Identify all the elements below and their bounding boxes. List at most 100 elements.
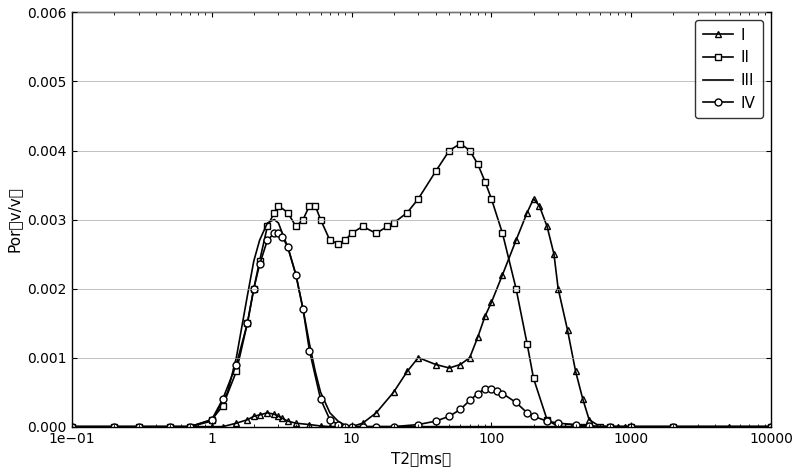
IV xyxy=(134,424,143,429)
II xyxy=(358,224,367,229)
IV xyxy=(334,422,343,428)
IV xyxy=(207,417,217,422)
III xyxy=(165,424,174,429)
II xyxy=(473,161,482,167)
IV xyxy=(316,396,326,402)
III xyxy=(310,368,320,374)
IV xyxy=(283,245,293,250)
III xyxy=(270,217,279,222)
IV xyxy=(242,320,252,326)
III xyxy=(305,341,314,347)
IV xyxy=(669,424,678,429)
Line: I: I xyxy=(68,195,774,430)
I xyxy=(67,424,77,429)
III xyxy=(274,220,283,226)
II xyxy=(766,424,776,429)
IV xyxy=(605,424,614,429)
IV xyxy=(371,424,381,429)
III xyxy=(334,418,343,424)
III xyxy=(186,424,195,429)
III xyxy=(278,230,287,236)
IV xyxy=(255,262,265,267)
III xyxy=(346,424,356,429)
III xyxy=(231,355,241,360)
Line: III: III xyxy=(72,219,771,427)
IV xyxy=(511,400,521,405)
III xyxy=(207,418,217,424)
III xyxy=(255,237,265,243)
III xyxy=(262,220,272,226)
Y-axis label: Por（v/v）: Por（v/v） xyxy=(7,187,22,253)
IV xyxy=(445,413,454,419)
Line: IV: IV xyxy=(68,230,774,430)
IV xyxy=(270,230,279,236)
III xyxy=(371,424,381,429)
IV xyxy=(455,406,465,412)
IV xyxy=(249,286,258,291)
IV xyxy=(218,396,227,402)
III xyxy=(134,424,143,429)
Line: II: II xyxy=(68,140,774,430)
IV xyxy=(340,424,350,429)
IV xyxy=(626,424,636,429)
III xyxy=(249,258,258,264)
III xyxy=(67,424,77,429)
IV xyxy=(67,424,77,429)
III xyxy=(584,424,594,429)
IV xyxy=(473,391,482,396)
IV xyxy=(262,237,272,243)
II xyxy=(310,203,320,209)
IV xyxy=(186,424,195,429)
IV xyxy=(274,230,283,236)
III xyxy=(389,424,398,429)
IV xyxy=(165,424,174,429)
III xyxy=(445,424,454,429)
IV xyxy=(358,424,367,429)
IV xyxy=(571,422,581,428)
IV xyxy=(465,398,474,403)
IV xyxy=(346,424,356,429)
I xyxy=(255,412,265,418)
IV xyxy=(109,424,118,429)
I xyxy=(724,424,734,429)
III xyxy=(486,424,496,429)
III xyxy=(242,293,252,298)
IV xyxy=(542,418,552,424)
II xyxy=(445,148,454,153)
I xyxy=(218,424,227,429)
III xyxy=(358,424,367,429)
I xyxy=(529,196,538,201)
III xyxy=(626,424,636,429)
IV xyxy=(584,423,594,429)
I xyxy=(766,424,776,429)
I xyxy=(613,424,622,429)
IV xyxy=(414,422,423,428)
IV xyxy=(554,420,563,426)
IV xyxy=(231,362,241,368)
III xyxy=(325,410,334,416)
II xyxy=(67,424,77,429)
III xyxy=(298,307,308,312)
Legend: I, II, III, IV: I, II, III, IV xyxy=(695,20,763,118)
III xyxy=(283,245,293,250)
IV xyxy=(529,413,538,419)
II xyxy=(455,141,465,147)
IV xyxy=(486,386,496,392)
IV xyxy=(493,388,502,394)
III xyxy=(529,424,538,429)
III xyxy=(414,424,423,429)
IV xyxy=(389,424,398,429)
IV xyxy=(522,410,532,416)
III xyxy=(340,422,350,428)
IV xyxy=(431,418,441,424)
IV xyxy=(480,386,490,392)
IV xyxy=(298,307,308,312)
II xyxy=(186,424,195,429)
IV xyxy=(498,391,507,396)
I xyxy=(274,413,283,419)
IV xyxy=(305,348,314,353)
III xyxy=(766,424,776,429)
II xyxy=(605,424,614,429)
IV xyxy=(291,272,301,278)
III xyxy=(291,272,301,278)
